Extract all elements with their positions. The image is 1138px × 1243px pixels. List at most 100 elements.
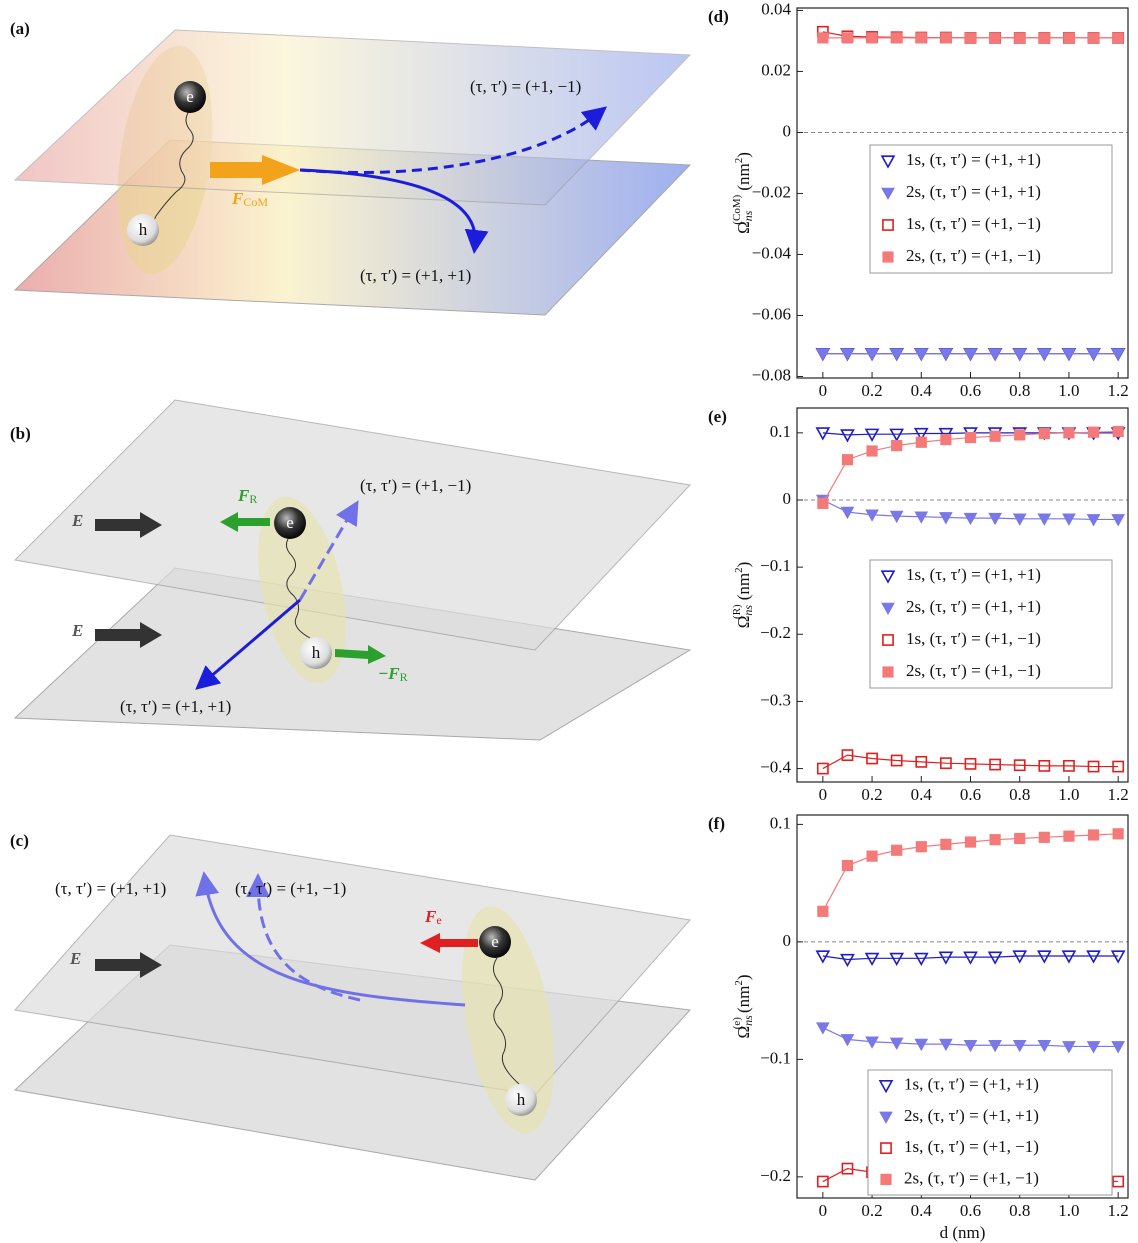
x-tick-label: 0.6 <box>960 1201 981 1220</box>
x-tick-label: 0.2 <box>861 785 882 804</box>
legend-label: 1s, (τ, τ′) = (+1, −1) <box>904 1137 1039 1156</box>
y-tick-label: 0.1 <box>770 813 791 832</box>
chart: (d)0.040.020−0.02−0.04−0.06−0.0800.20.40… <box>708 0 1129 400</box>
data-point <box>990 33 1000 43</box>
data-point <box>990 835 1000 845</box>
y-label-unit-end: ) <box>734 562 753 568</box>
hole-label: h <box>517 1090 526 1109</box>
data-point <box>842 33 852 43</box>
data-point <box>867 446 877 456</box>
y-tick-label: −0.1 <box>760 556 791 575</box>
force-sub: e <box>436 913 441 927</box>
legend-label: 1s, (τ, τ′) = (+1, −1) <box>906 214 1041 233</box>
data-point <box>1064 33 1074 43</box>
data-point <box>916 437 926 447</box>
x-axis-label: d (nm) <box>940 1223 986 1242</box>
force-sub: R <box>400 670 408 684</box>
legend-label: 2s, (τ, τ′) = (+1, −1) <box>906 661 1041 680</box>
x-tick-label: 0.4 <box>911 1201 933 1220</box>
y-tick-label: −0.1 <box>760 1048 791 1067</box>
field-label: E <box>71 511 83 530</box>
legend-label: 2s, (τ, τ′) = (+1, +1) <box>904 1106 1039 1125</box>
y-tick-label: −0.2 <box>760 1166 791 1185</box>
data-point <box>818 33 828 43</box>
force-symbol: F <box>231 189 244 208</box>
diagram-a: (a) e h (τ, τ′) = (+1, −1) (τ, τ′) = (+1… <box>10 19 690 315</box>
data-point <box>1039 832 1049 842</box>
y-label-sub: ns <box>741 1015 755 1026</box>
x-tick-label: 0.2 <box>861 1201 882 1220</box>
data-point <box>1015 430 1025 440</box>
legend-label: 1s, (τ, τ′) = (+1, −1) <box>906 629 1041 648</box>
legend-label: 1s, (τ, τ′) = (+1, +1) <box>906 150 1041 169</box>
data-point <box>1039 33 1049 43</box>
x-tick-label: 0 <box>819 381 828 400</box>
data-point <box>964 513 976 524</box>
data-point <box>965 432 975 442</box>
valley-label: (τ, τ′) = (+1, −1) <box>360 476 471 495</box>
y-tick-label: 0 <box>783 121 792 140</box>
y-tick-label: −0.2 <box>760 623 791 642</box>
panel-label: (c) <box>10 831 29 850</box>
y-label-sub: ns <box>741 210 755 221</box>
data-point <box>964 952 976 963</box>
data-point <box>1113 426 1123 436</box>
data-point <box>941 839 951 849</box>
x-tick-label: 0.2 <box>861 381 882 400</box>
valley-label: (τ, τ′) = (+1, −1) <box>470 77 581 96</box>
y-tick-label: −0.04 <box>752 243 792 262</box>
electron-label: e <box>286 513 294 532</box>
y-tick-label: −0.02 <box>752 182 791 201</box>
data-point <box>1064 831 1074 841</box>
data-point <box>1039 428 1049 438</box>
data-point <box>817 1023 829 1034</box>
y-tick-label: 0 <box>783 489 792 508</box>
field-label: E <box>71 621 83 640</box>
y-label-sub: ns <box>741 605 755 616</box>
legend-marker <box>881 1174 891 1184</box>
y-tick-label: −0.08 <box>752 365 791 384</box>
x-tick-label: 0.8 <box>1009 381 1030 400</box>
y-tick-label: 0.04 <box>761 0 791 18</box>
legend-marker <box>883 667 893 677</box>
figure: (a) e h (τ, τ′) = (+1, −1) (τ, τ′) = (+1… <box>0 0 1138 1243</box>
x-tick-label: 1.2 <box>1108 1201 1129 1220</box>
data-point <box>1113 829 1123 839</box>
hole-label: h <box>312 643 321 662</box>
field-label: E <box>69 949 81 968</box>
x-tick-label: 1.2 <box>1108 381 1129 400</box>
data-point <box>842 455 852 465</box>
x-tick-label: 0.8 <box>1009 1201 1030 1220</box>
data-point <box>989 952 1001 963</box>
x-tick-label: 1.0 <box>1058 785 1079 804</box>
x-tick-label: 0.4 <box>911 785 933 804</box>
y-tick-label: −0.4 <box>760 757 791 776</box>
legend-marker <box>883 252 893 262</box>
y-label-unit: (nm <box>734 573 753 600</box>
force-symbol: −F <box>378 664 400 683</box>
legend-label: 1s, (τ, τ′) = (+1, +1) <box>904 1075 1039 1094</box>
y-axis-label: Ωns(R)(nm2) <box>731 562 755 629</box>
force-sub: CoM <box>243 195 268 209</box>
data-point <box>892 441 902 451</box>
y-tick-label: 0.02 <box>761 60 791 79</box>
valley-label: (τ, τ′) = (+1, +1) <box>55 879 166 898</box>
data-point <box>941 33 951 43</box>
force-symbol: F <box>237 486 250 505</box>
y-tick-label: 0.1 <box>770 422 791 441</box>
hole-label: h <box>139 220 148 239</box>
data-point <box>818 906 828 916</box>
legend-label: 2s, (τ, τ′) = (+1, +1) <box>906 597 1041 616</box>
x-tick-label: 0.6 <box>960 381 981 400</box>
y-label-unit: (nm <box>734 163 753 190</box>
data-point <box>1015 833 1025 843</box>
x-tick-label: 0.8 <box>1009 785 1030 804</box>
y-label-sup: (R) <box>731 604 743 619</box>
valley-label: (τ, τ′) = (+1, −1) <box>235 879 346 898</box>
diagram-c: (c) e h Fe E (τ, τ′) = (+1, +1) (τ, τ′) … <box>10 831 690 1180</box>
data-point <box>867 33 877 43</box>
y-label-unit-end: ) <box>734 152 753 158</box>
data-point <box>867 851 877 861</box>
data-point <box>818 498 828 508</box>
y-label-unit: (nm <box>734 986 753 1013</box>
